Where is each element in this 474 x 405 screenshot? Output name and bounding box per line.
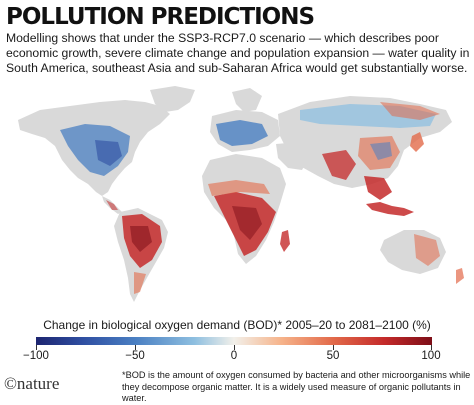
- africa-dark-red: [232, 206, 262, 240]
- subtitle: Modelling shows that under the SSP3-RCP7…: [6, 31, 470, 76]
- colorbar-tick: [431, 345, 432, 350]
- southeast-asia-red: [364, 176, 392, 200]
- colorbar-tick-label: −100: [23, 350, 49, 362]
- europe-blue: [216, 120, 268, 146]
- japan: [410, 132, 424, 152]
- middle-east: [276, 142, 310, 170]
- colorbar-tick: [135, 345, 136, 350]
- nature-logo: ©nature: [4, 374, 60, 393]
- greenland: [150, 86, 195, 112]
- world-map: [18, 86, 464, 302]
- madagascar: [280, 230, 290, 252]
- australia-pink: [414, 234, 440, 266]
- colorbar: [36, 337, 432, 345]
- colorbar-tick: [36, 345, 37, 350]
- sahel-pink: [208, 180, 270, 196]
- south-america-dark-red: [130, 226, 152, 252]
- asia-red-north: [380, 102, 440, 120]
- colorbar-tick: [234, 345, 235, 350]
- footnote: *BOD is the amount of oxygen consumed by…: [122, 370, 471, 403]
- new-zealand: [456, 268, 464, 284]
- south-america-south-pink: [134, 272, 146, 294]
- page-title: POLLUTION PREDICTIONS: [6, 4, 315, 30]
- colorbar-tick-label: 0: [230, 350, 238, 362]
- east-asia-blue: [370, 142, 392, 160]
- scandinavia: [232, 88, 262, 112]
- colorbar-tick: [333, 345, 334, 350]
- colorbar-tick-label: 100: [421, 350, 441, 362]
- legend-title: Change in biological oxygen demand (BOD)…: [43, 318, 431, 332]
- colorbar-tick-label: 50: [326, 350, 340, 362]
- central-america-red: [106, 200, 118, 210]
- south-asia-red: [322, 150, 356, 180]
- north-america-rivers-dark: [95, 140, 122, 166]
- indonesia: [366, 202, 414, 216]
- colorbar-tick-label: −50: [125, 350, 145, 362]
